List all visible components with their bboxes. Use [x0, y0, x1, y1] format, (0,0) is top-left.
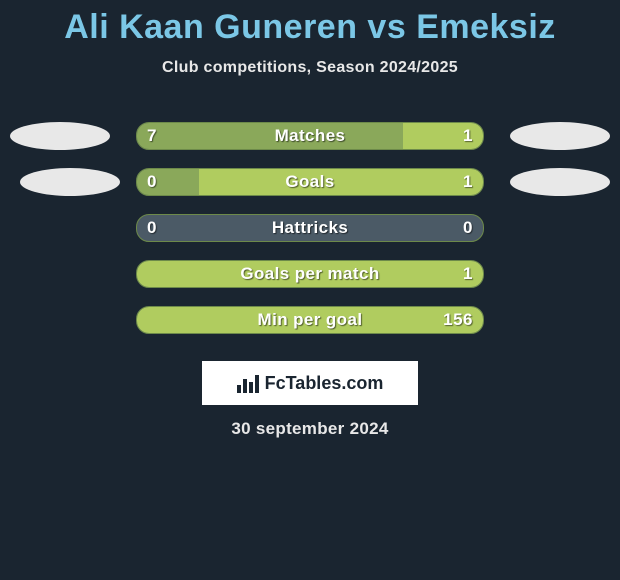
stat-bar: 7 1 Matches [136, 122, 484, 150]
stat-bar: 0 1 Goals [136, 168, 484, 196]
stat-bar: 1 Goals per match [136, 260, 484, 288]
stat-value-left: 0 [147, 215, 157, 241]
team-badge-right [510, 168, 610, 196]
stat-value-right: 1 [463, 169, 473, 195]
stat-bar: 156 Min per goal [136, 306, 484, 334]
stat-value-right: 0 [463, 215, 473, 241]
h2h-infographic: Ali Kaan Guneren vs Emeksiz Club competi… [0, 8, 620, 580]
page-title: Ali Kaan Guneren vs Emeksiz [0, 8, 620, 47]
stat-value-left: 0 [147, 169, 157, 195]
stat-label: Hattricks [137, 215, 483, 241]
date-label: 30 september 2024 [0, 419, 620, 439]
team-badge-right [510, 122, 610, 150]
bar-fill-left [137, 123, 403, 149]
bar-fill-right [137, 261, 483, 287]
bar-fill-right [137, 307, 483, 333]
team-badge-left [10, 122, 110, 150]
fctables-logo: FcTables.com [202, 361, 418, 405]
stat-value-right: 1 [463, 261, 473, 287]
logo-text: FcTables.com [265, 373, 384, 394]
bars-icon [237, 373, 259, 393]
team-badge-left [20, 168, 120, 196]
bar-fill-right [199, 169, 483, 195]
stat-value-right: 156 [443, 307, 473, 333]
stat-row: 1 Goals per match [0, 251, 620, 297]
stat-value-left: 7 [147, 123, 157, 149]
stat-value-right: 1 [463, 123, 473, 149]
stat-rows: 7 1 Matches 0 1 Goals 0 0 [0, 113, 620, 343]
stat-row: 156 Min per goal [0, 297, 620, 343]
stat-row: 7 1 Matches [0, 113, 620, 159]
stat-row: 0 0 Hattricks [0, 205, 620, 251]
stat-row: 0 1 Goals [0, 159, 620, 205]
page-subtitle: Club competitions, Season 2024/2025 [0, 59, 620, 77]
stat-bar: 0 0 Hattricks [136, 214, 484, 242]
